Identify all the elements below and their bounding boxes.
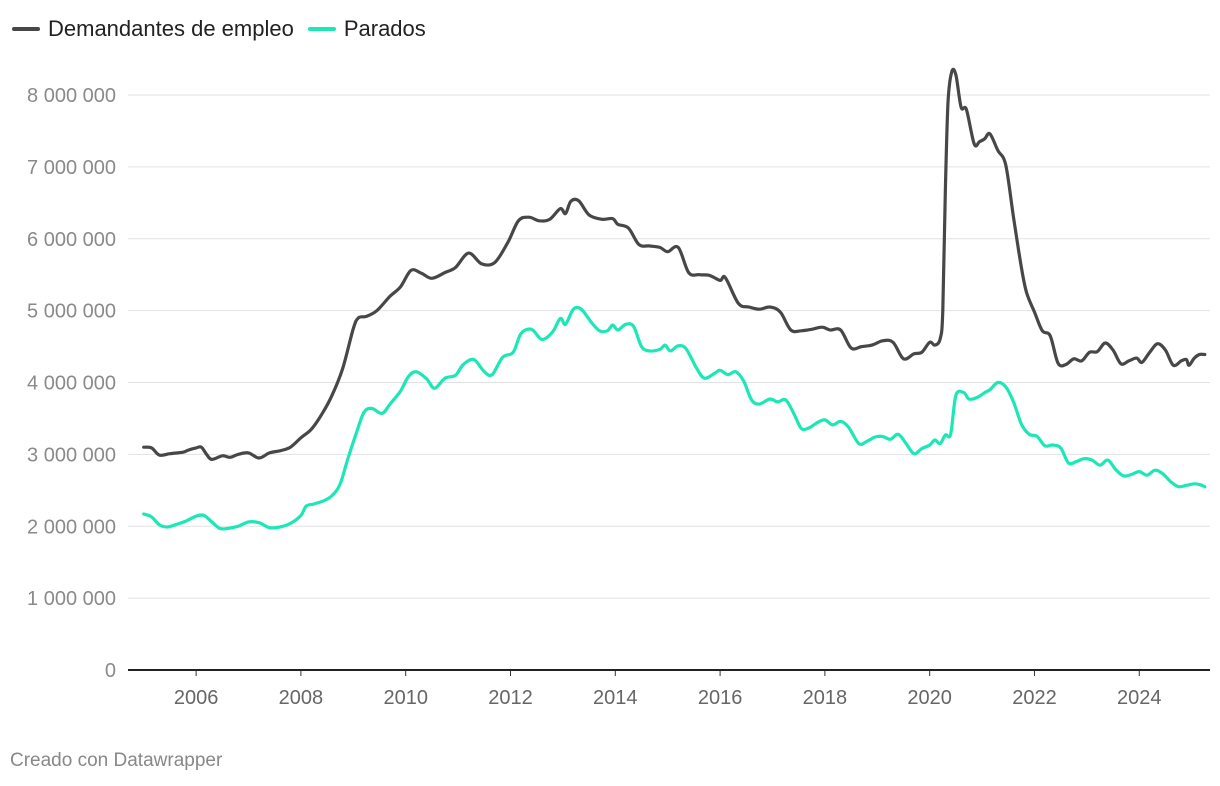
gridlines <box>128 94 1210 599</box>
y-tick-label: 1 000 000 <box>27 588 116 610</box>
y-tick-label: 2 000 000 <box>27 516 116 538</box>
y-tick-label: 3 000 000 <box>27 444 116 466</box>
legend-label-parados: Parados <box>343 16 426 41</box>
x-tick-label: 2010 <box>383 687 428 709</box>
y-tick-label: 8 000 000 <box>27 85 116 107</box>
x-axis-ticks: 2006 2008 2010 2012 2014 2016 2018 2020 2022 2024 <box>174 670 1162 709</box>
legend-swatch-parados <box>307 27 336 31</box>
x-tick-label: 2024 <box>1117 687 1162 709</box>
y-tick-label: 5 000 000 <box>27 301 116 323</box>
legend-label-demandantes: Demandantes de empleo <box>48 16 294 41</box>
x-tick-label: 2022 <box>1012 687 1057 709</box>
legend-item-demandantes: Demandantes de empleo <box>12 16 294 42</box>
y-tick-label: 6 000 000 <box>27 229 116 251</box>
x-tick-label: 2008 <box>279 687 324 709</box>
y-axis-ticks: 0 1 000 000 2 000 000 3 000 000 4 000 000 5 0… <box>27 85 116 682</box>
legend-swatch-demandantes <box>12 27 40 31</box>
y-tick-label: 7 000 000 <box>27 157 116 179</box>
y-tick-label: 4 000 000 <box>27 373 116 395</box>
series-lines <box>142 67 1207 531</box>
series-line-demandantes <box>142 67 1207 461</box>
credit-text: Creado con Datawrapper <box>10 750 223 771</box>
x-tick-label: 2006 <box>174 687 219 709</box>
series-line-parados <box>142 305 1207 531</box>
x-tick-label: 2016 <box>698 687 743 709</box>
legend-item-parados: Parados <box>307 16 426 42</box>
x-tick-label: 2018 <box>803 687 848 709</box>
x-tick-label: 2012 <box>488 687 533 709</box>
y-tick-label: 0 <box>105 660 116 682</box>
legend: Demandantes de empleo Parados <box>12 16 440 42</box>
x-tick-label: 2020 <box>907 687 952 709</box>
x-tick-label: 2014 <box>593 687 638 709</box>
